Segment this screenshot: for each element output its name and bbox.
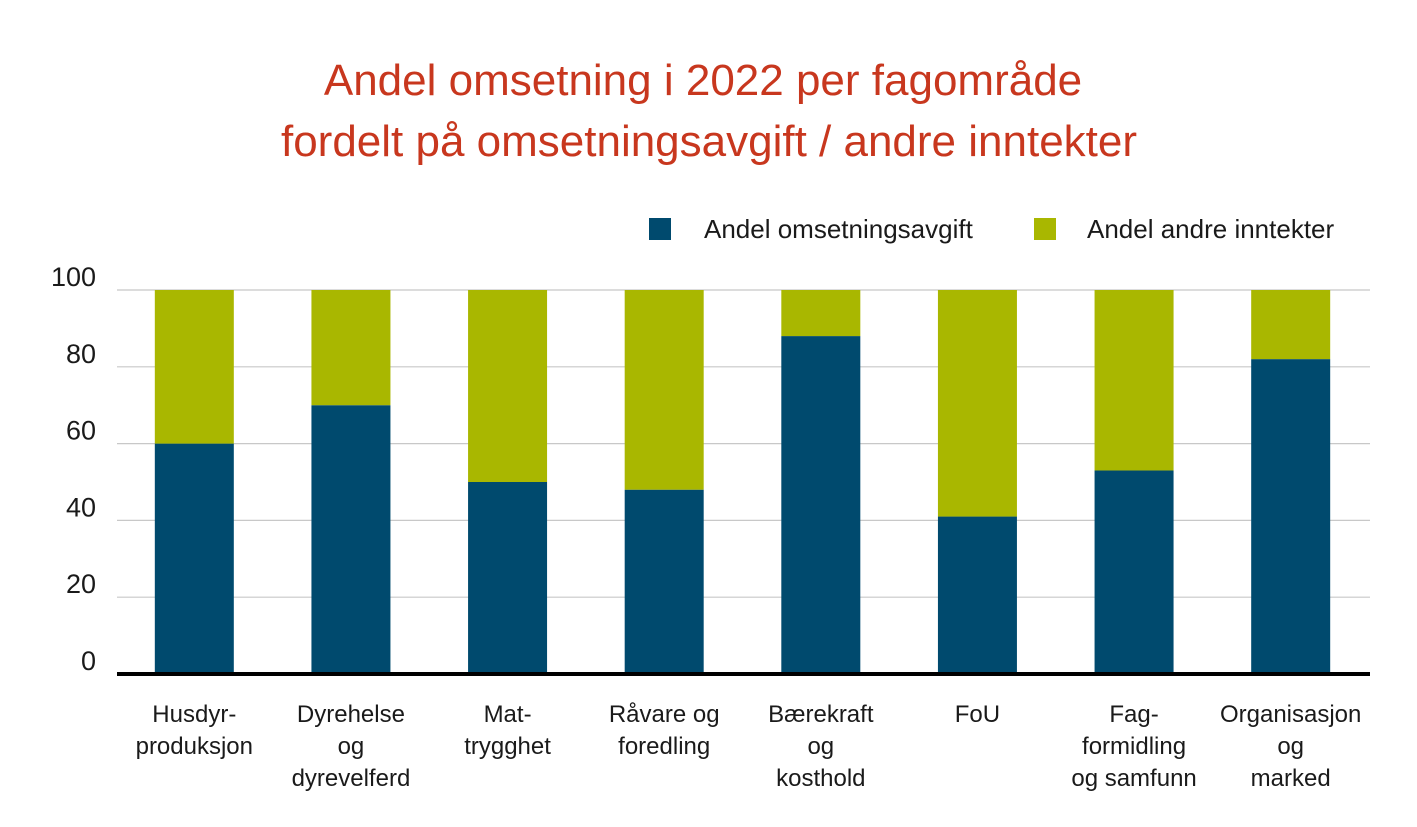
x-category-label: produksjon: [136, 733, 253, 760]
x-category-label: marked: [1251, 765, 1331, 792]
bar-omsetningsavgift: [1094, 470, 1174, 674]
legend-label-omsetningsavgift: Andel omsetningsavgift: [704, 214, 974, 244]
x-category-label: Husdyr-: [152, 701, 236, 728]
chart-title-line-2: fordelt på omsetningsavgift / andre innt…: [281, 117, 1137, 166]
x-category-label: kosthold: [776, 765, 865, 792]
x-category-label: Organisasjon: [1220, 701, 1361, 728]
x-category-label: dyrevelferd: [292, 765, 411, 792]
x-category-label: og: [807, 733, 834, 760]
legend: Andel omsetningsavgift Andel andre innte…: [649, 214, 1335, 244]
bar-andre-inntekter: [1094, 290, 1174, 471]
bar-andre-inntekter: [1251, 290, 1331, 360]
x-category-label: formidling: [1082, 733, 1186, 760]
bar-andre-inntekter: [154, 290, 234, 444]
x-category-label: FoU: [955, 701, 1000, 728]
bar-omsetningsavgift: [937, 516, 1017, 674]
y-tick-label: 60: [66, 416, 96, 446]
x-category-label: og: [1277, 733, 1304, 760]
x-category-label: Råvare og: [609, 701, 720, 728]
bar-andre-inntekter: [781, 290, 861, 337]
x-category-label: og samfunn: [1071, 765, 1196, 792]
y-tick-label: 40: [66, 492, 96, 522]
x-category-label: og: [338, 733, 365, 760]
x-axis-labels: Husdyr-produksjon Dyrehelse og dyrevelferd M…: [136, 701, 1362, 792]
x-category-label: Bærekraft: [768, 701, 874, 728]
y-axis-ticks: 0 20 40 60 80 100: [51, 262, 96, 676]
x-category-label: Dyrehelse: [297, 701, 405, 728]
x-category-label: foredling: [618, 733, 710, 760]
x-category-label: Mat-: [484, 701, 532, 728]
y-tick-label: 100: [51, 262, 96, 292]
bar-omsetningsavgift: [154, 443, 234, 674]
y-tick-label: 0: [81, 646, 96, 676]
bar-omsetningsavgift: [624, 489, 704, 674]
y-tick-label: 80: [66, 339, 96, 369]
bar-andre-inntekter: [311, 290, 391, 406]
bar-andre-inntekter: [937, 290, 1017, 517]
x-category-label: trygghet: [464, 733, 551, 760]
legend-label-andre-inntekter: Andel andre inntekter: [1087, 214, 1335, 244]
bar-omsetningsavgift: [1251, 359, 1331, 674]
bar-omsetningsavgift: [781, 336, 861, 674]
y-tick-label: 20: [66, 569, 96, 599]
legend-swatch-omsetningsavgift: [649, 218, 671, 240]
bar-andre-inntekter: [468, 290, 548, 482]
bar-andre-inntekter: [624, 290, 704, 490]
bar-omsetningsavgift: [468, 482, 548, 674]
bar-omsetningsavgift: [311, 405, 391, 674]
gridlines: [117, 289, 1370, 598]
chart-title-line-1: Andel omsetning i 2022 per fagområde: [324, 56, 1082, 105]
x-category-label: Fag-: [1109, 701, 1158, 728]
bars: [154, 290, 1331, 674]
legend-swatch-andre-inntekter: [1034, 218, 1056, 240]
